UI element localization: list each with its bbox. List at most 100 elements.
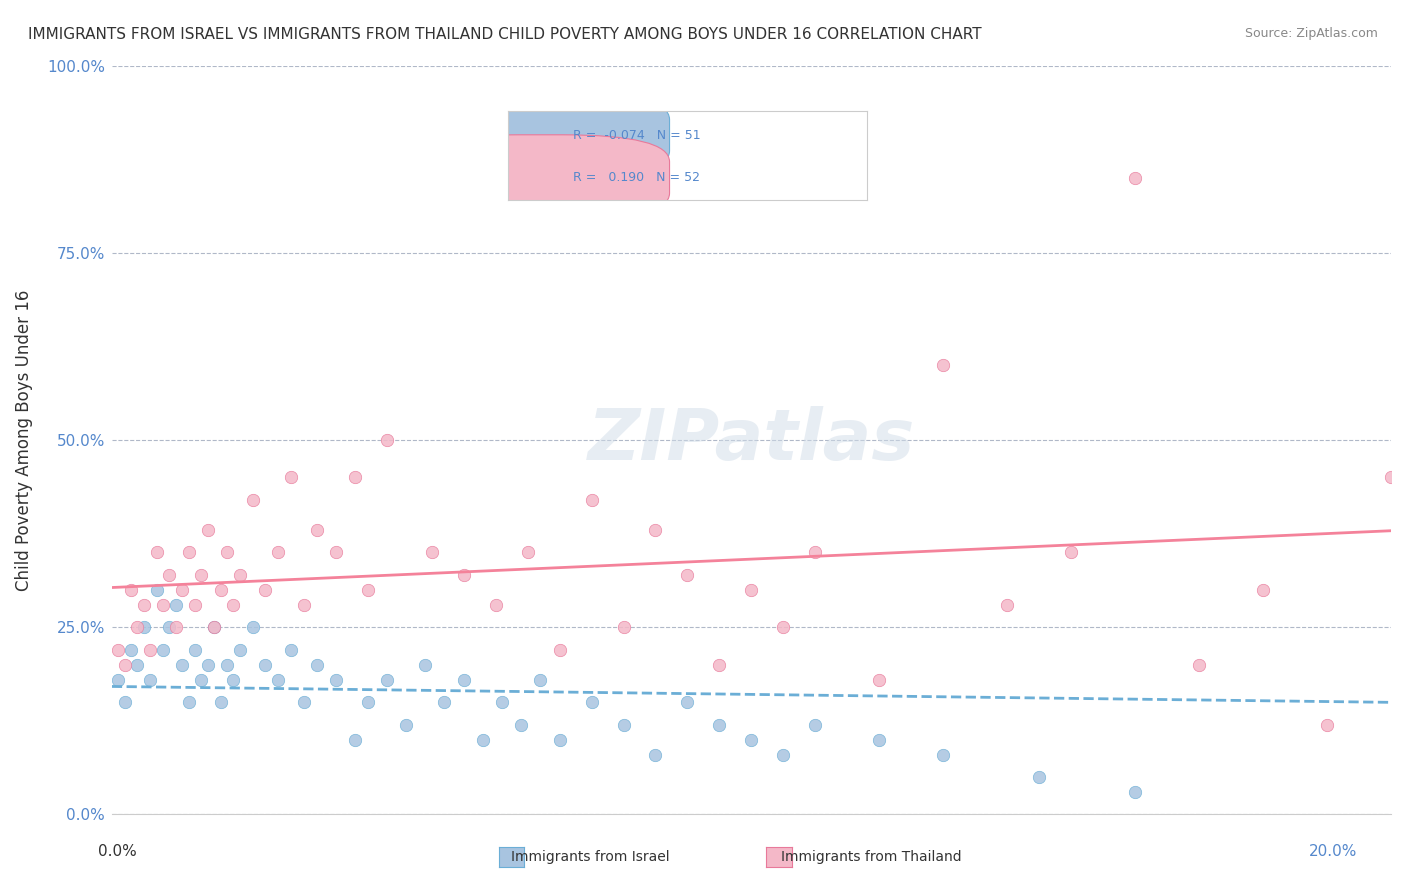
Point [242,492,264,507]
Point [229,567,252,582]
Point [510,717,533,731]
Point [356,695,378,709]
Point [581,695,603,709]
Point [254,657,277,672]
Point [1028,770,1050,784]
Point [127,657,149,672]
Point [139,642,162,657]
Point [107,642,129,657]
Point [491,695,513,709]
Point [184,598,207,612]
Point [120,642,142,657]
Point [1251,582,1274,597]
Point [740,732,762,747]
Point [1123,170,1146,185]
Point [157,567,180,582]
Point [177,545,200,559]
Point [165,620,187,634]
Text: Immigrants from Thailand: Immigrants from Thailand [782,850,962,863]
Point [612,717,634,731]
Point [709,657,731,672]
Point [157,620,180,634]
Point [132,620,155,634]
Point [804,545,827,559]
Point [132,598,155,612]
Point [484,598,506,612]
Point [114,695,136,709]
Point [152,642,174,657]
Point [215,545,238,559]
Point [202,620,225,634]
Point [433,695,456,709]
Point [471,732,494,747]
Point [644,747,666,762]
Point [709,717,731,731]
Point [209,582,232,597]
Point [267,545,290,559]
Point [209,695,232,709]
Point [804,717,827,731]
Text: 0.0%: 0.0% [98,845,138,859]
Point [280,470,302,484]
Text: 20.0%: 20.0% [1309,845,1357,859]
Point [222,673,245,687]
Point [325,545,347,559]
Point [184,642,207,657]
Y-axis label: Child Poverty Among Boys Under 16: Child Poverty Among Boys Under 16 [15,289,32,591]
Point [868,732,890,747]
Point [177,695,200,709]
Point [202,620,225,634]
Point [197,657,219,672]
Point [1060,545,1083,559]
Point [375,433,398,447]
Text: Immigrants from Israel: Immigrants from Israel [512,850,669,863]
Text: ZIPatlas: ZIPatlas [588,406,915,475]
Point [114,657,136,672]
Point [932,747,955,762]
Point [932,358,955,372]
Point [190,673,212,687]
Point [548,732,571,747]
Point [267,673,290,687]
Point [516,545,538,559]
Point [215,657,238,672]
Point [229,642,252,657]
Point [395,717,418,731]
Text: Source: ZipAtlas.com: Source: ZipAtlas.com [1244,27,1378,40]
Point [356,582,378,597]
Point [375,673,398,687]
Point [644,523,666,537]
Point [1188,657,1211,672]
Point [165,598,187,612]
Point [343,470,366,484]
Point [145,582,167,597]
Point [420,545,443,559]
Point [197,523,219,537]
Point [152,598,174,612]
Point [242,620,264,634]
Point [325,673,347,687]
Point [139,673,162,687]
Point [772,747,794,762]
Point [995,598,1018,612]
Point [1379,470,1402,484]
Point [453,673,475,687]
Point [343,732,366,747]
Point [292,695,315,709]
Point [120,582,142,597]
Point [172,582,194,597]
Point [305,523,328,537]
Point [548,642,571,657]
Point [305,657,328,672]
Point [190,567,212,582]
Text: IMMIGRANTS FROM ISRAEL VS IMMIGRANTS FROM THAILAND CHILD POVERTY AMONG BOYS UNDE: IMMIGRANTS FROM ISRAEL VS IMMIGRANTS FRO… [28,27,981,42]
Point [676,567,699,582]
Point [172,657,194,672]
Point [868,673,890,687]
Point [413,657,436,672]
Point [1123,785,1146,799]
Point [581,492,603,507]
Point [222,598,245,612]
Point [254,582,277,597]
Point [772,620,794,634]
